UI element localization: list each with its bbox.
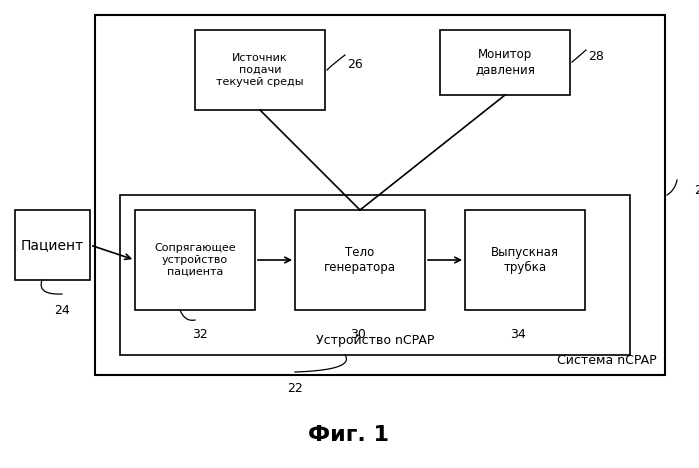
Text: Устройство nCPAP: Устройство nCPAP: [316, 334, 434, 347]
Text: Выпускная
трубка: Выпускная трубка: [491, 246, 559, 274]
Text: Монитор
давления: Монитор давления: [475, 48, 535, 76]
Bar: [120, 195, 630, 355]
Bar: [95, 15, 665, 375]
Text: 30: 30: [350, 328, 366, 341]
Text: 34: 34: [510, 328, 526, 341]
Text: Сопрягающее
устройство
пациента: Сопрягающее устройство пациента: [154, 243, 236, 277]
Text: Система nCPAP: Система nCPAP: [557, 354, 657, 367]
Text: Тело
генератора: Тело генератора: [324, 246, 396, 274]
Bar: [135, 210, 255, 310]
Bar: [440, 30, 570, 95]
Text: 32: 32: [192, 328, 208, 341]
Text: Фиг. 1: Фиг. 1: [308, 425, 389, 445]
Text: Источник
подачи
текучей среды: Источник подачи текучей среды: [216, 53, 304, 87]
Bar: [15, 210, 90, 280]
Bar: [195, 30, 325, 110]
Bar: [465, 210, 585, 310]
Text: 24: 24: [54, 304, 70, 317]
Text: 22: 22: [287, 382, 303, 395]
Bar: [295, 210, 425, 310]
Text: 28: 28: [588, 51, 604, 64]
Text: Пациент: Пациент: [20, 238, 84, 252]
Text: 26: 26: [347, 58, 363, 72]
Text: 20: 20: [694, 183, 699, 197]
